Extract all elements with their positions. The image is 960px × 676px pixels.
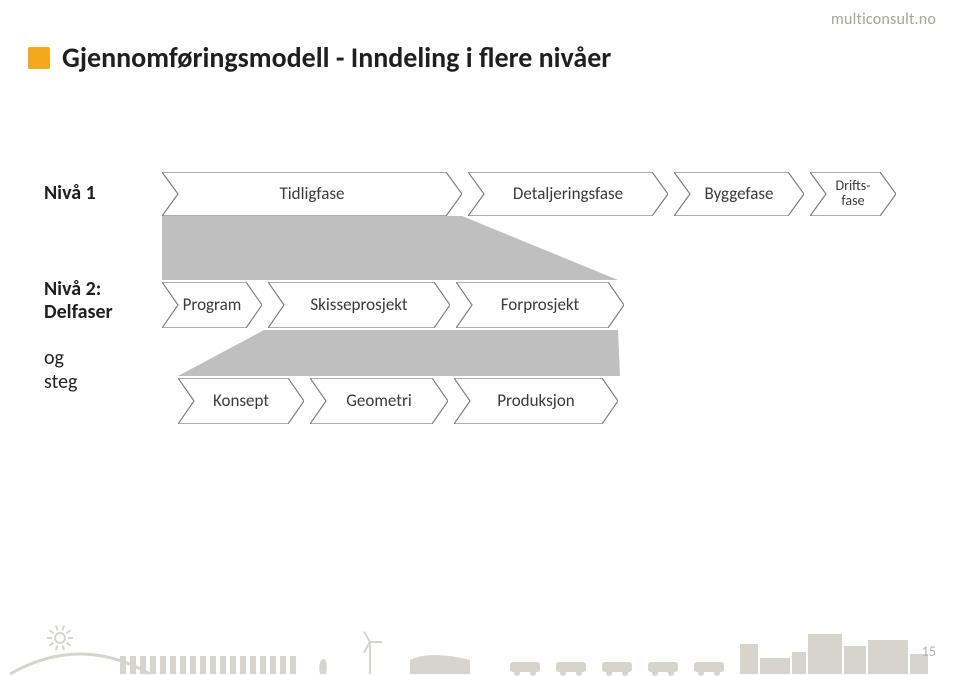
brand-text: multiconsult.no — [831, 10, 936, 29]
level1-row: Nivå 1 — [44, 182, 96, 205]
chevron-item: Detaljeringsfase — [468, 172, 668, 216]
level1-label: Nivå 1 — [44, 182, 96, 205]
chevron-label: Detaljeringsfase — [503, 185, 633, 203]
level2-label-line2: Delfaser — [44, 301, 113, 324]
level2-row2-chevrons: Konsept Geometri Produksjon — [178, 378, 618, 424]
chevron-label: Forprosjekt — [491, 296, 590, 314]
chevron-label: Produksjon — [487, 392, 584, 410]
chevron-item: Drifts- fase — [810, 172, 896, 216]
title-row: Gjennomføringsmodell - Inndeling i flere… — [28, 40, 611, 75]
chevron-item: Tidligfase — [162, 172, 462, 216]
page-number: 15 — [922, 643, 936, 660]
beam-top — [162, 216, 618, 280]
chevron-item: Forprosjekt — [456, 282, 624, 328]
chevron-item: Skisseprosjekt — [268, 282, 450, 328]
chevron-label: Tidligfase — [269, 185, 354, 203]
beam-bottom — [178, 330, 620, 376]
chevron-label: Skisseprosjekt — [300, 296, 417, 314]
level2-sublabel-line1: og — [44, 346, 113, 370]
page-title: Gjennomføringsmodell - Inndeling i flere… — [62, 40, 611, 75]
chevron-label: Byggefase — [695, 185, 784, 203]
level2-label-line1: Nivå 2: — [44, 278, 113, 301]
level1-chevrons: Tidligfase Detaljeringsfase Byggefase Drift… — [162, 172, 896, 216]
accent-block — [28, 47, 50, 69]
footer-silhouette — [0, 616, 960, 676]
chevron-label: Drifts- fase — [825, 179, 880, 208]
chevron-item: Program — [162, 282, 262, 328]
chevron-item: Konsept — [178, 378, 304, 424]
level2-sublabel-line2: steg — [44, 370, 113, 394]
chevron-label: Program — [173, 296, 252, 314]
chevron-item: Produksjon — [454, 378, 618, 424]
chevron-label: Geometri — [336, 392, 422, 410]
chevron-item: Byggefase — [674, 172, 804, 216]
chevron-item: Geometri — [310, 378, 448, 424]
level2-row1-chevrons: Program Skisseprosjekt Forprosjekt — [162, 282, 624, 328]
chevron-label: Konsept — [203, 392, 279, 410]
level2-label-block: Nivå 2: Delfaser og steg — [44, 278, 113, 394]
